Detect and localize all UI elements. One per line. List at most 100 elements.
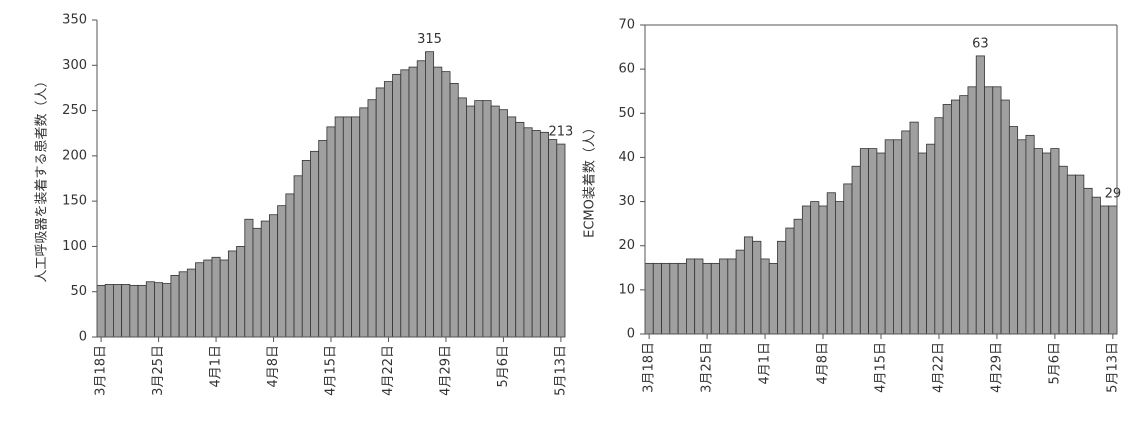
bar	[1050, 148, 1060, 335]
bar	[694, 258, 704, 335]
bar	[1025, 134, 1035, 335]
x-tick-label: 4月29日	[438, 345, 453, 396]
value-label: 63	[972, 36, 989, 51]
bar	[351, 116, 361, 338]
bar	[195, 262, 205, 338]
bar	[523, 127, 533, 338]
bar	[859, 148, 869, 335]
bar	[400, 69, 410, 338]
bar	[548, 139, 558, 338]
x-tick-label: 5月13日	[1105, 342, 1120, 393]
x-tick-label: 5月13日	[553, 345, 568, 396]
bar	[186, 268, 196, 338]
y-tick-label: 20	[618, 238, 635, 253]
bar	[449, 83, 459, 338]
bar	[293, 175, 303, 338]
bar	[1100, 205, 1110, 335]
bar	[984, 86, 994, 335]
bar	[652, 262, 662, 335]
y-tick-label: 0	[79, 330, 87, 345]
bar	[252, 227, 262, 338]
x-tick-label: 3月25日	[700, 342, 715, 393]
bar	[96, 284, 106, 338]
bar	[934, 117, 944, 335]
bar	[677, 262, 687, 335]
value-label: 29	[1105, 186, 1122, 201]
bar	[686, 258, 696, 335]
bar	[203, 259, 213, 338]
bar	[835, 201, 845, 335]
x-tick-label: 4月15日	[874, 342, 889, 393]
bar	[810, 201, 820, 335]
y-tick-label: 300	[62, 58, 87, 73]
bar	[425, 51, 435, 338]
x-tick-label: 3月18日	[642, 342, 657, 393]
bar	[959, 95, 969, 335]
bar	[1058, 165, 1068, 335]
value-label: 315	[417, 32, 442, 47]
bar	[801, 205, 812, 335]
x-tick-label: 4月22日	[931, 342, 946, 393]
bar	[727, 258, 737, 335]
bar	[851, 165, 861, 335]
bar	[474, 100, 484, 338]
bar	[113, 284, 123, 338]
y-tick-label: 0	[627, 327, 635, 342]
bar	[301, 159, 311, 338]
bar	[170, 275, 180, 338]
bar	[162, 283, 172, 338]
bar	[277, 205, 287, 338]
y-tick-label: 150	[62, 194, 87, 209]
bar	[644, 262, 654, 335]
bar	[1008, 126, 1019, 335]
bar	[710, 262, 720, 335]
bar	[178, 271, 188, 338]
y-tick-label: 250	[62, 103, 87, 118]
bar	[893, 139, 903, 335]
y-tick-label: 60	[618, 62, 635, 77]
bar	[760, 258, 770, 335]
y-tick-label: 10	[618, 282, 635, 297]
bar	[285, 193, 295, 338]
bar	[383, 81, 393, 338]
bar	[1066, 174, 1076, 335]
bar	[950, 99, 961, 335]
bar	[884, 139, 894, 335]
x-tick-label: 4月8日	[816, 342, 831, 385]
bar	[269, 214, 279, 338]
bar	[490, 105, 500, 338]
x-tick-label: 4月15日	[324, 345, 339, 396]
bar	[137, 284, 147, 338]
bar	[104, 284, 114, 338]
x-tick-label: 5月6日	[1047, 342, 1062, 385]
bar	[1017, 139, 1027, 335]
x-tick-label: 4月1日	[758, 342, 773, 385]
bar	[719, 258, 729, 335]
bar	[433, 66, 443, 338]
bar	[515, 121, 525, 338]
bar	[876, 152, 886, 335]
bar	[793, 218, 803, 335]
bar	[1091, 196, 1101, 335]
y-tick-label: 100	[62, 239, 87, 254]
bar	[843, 183, 853, 335]
bar	[310, 150, 320, 338]
x-tick-label: 5月6日	[496, 345, 511, 388]
bar	[768, 262, 778, 335]
x-tick-label: 4月8日	[266, 345, 281, 388]
bar	[507, 116, 517, 338]
bar	[392, 73, 402, 338]
y-tick-label: 50	[70, 284, 87, 299]
bar	[1042, 152, 1052, 335]
bar	[236, 246, 246, 338]
bar	[975, 55, 985, 335]
bar	[211, 256, 221, 338]
bar	[1000, 99, 1010, 335]
bar	[145, 281, 155, 338]
bar	[752, 240, 762, 335]
y-tick-label: 70	[618, 18, 635, 33]
bar	[359, 107, 369, 338]
bar	[669, 262, 679, 335]
y-tick-label: 350	[62, 13, 87, 28]
